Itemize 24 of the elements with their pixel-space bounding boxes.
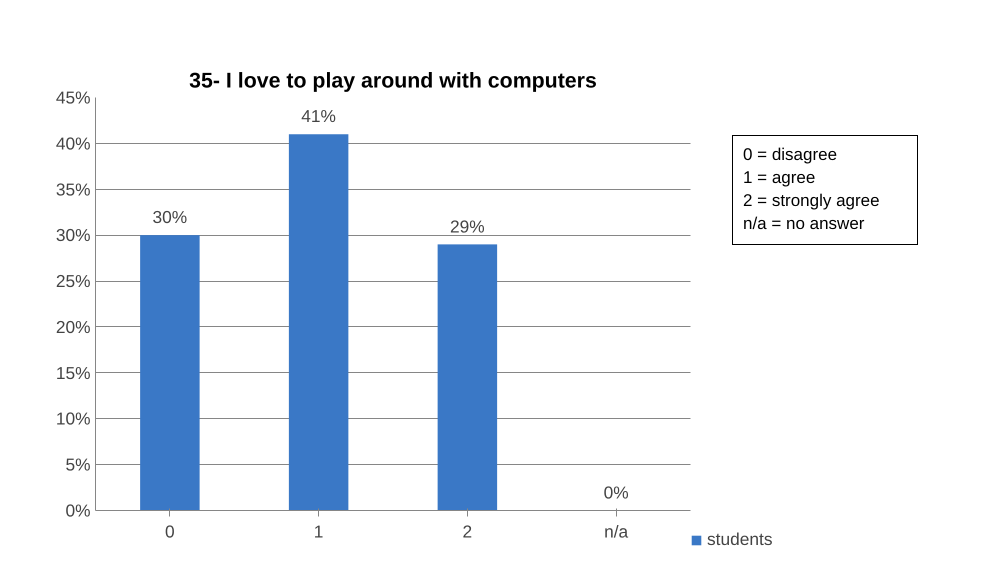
- y-tick-label: 35%: [56, 179, 91, 200]
- x-tick-label: 0: [165, 522, 175, 542]
- chart-title: 35- I love to play around with computers: [189, 68, 597, 92]
- legend-label: students: [707, 529, 773, 550]
- x-tick-label: 2: [462, 522, 472, 542]
- data-label: 30%: [152, 207, 188, 228]
- bar: [140, 235, 200, 510]
- y-tick-label: 45%: [56, 88, 91, 108]
- y-tick-label: 10%: [56, 408, 91, 429]
- bar: [288, 134, 348, 510]
- y-tick-label: 5%: [65, 454, 90, 475]
- data-label: 29%: [450, 216, 485, 236]
- data-label: 41%: [301, 106, 336, 126]
- y-tick-label: 0%: [65, 500, 90, 520]
- y-tick-label: 20%: [56, 316, 91, 337]
- x-tick-label: 1: [314, 522, 324, 542]
- data-label: 0%: [604, 482, 629, 502]
- bar: [438, 244, 498, 510]
- y-tick-label: 30%: [56, 225, 91, 246]
- text: 0 = disagree 1 = agree 2 = strongly agree n/a = no answer: [743, 144, 880, 235]
- y-tick-label: 40%: [56, 133, 91, 154]
- x-tick-label: n/a: [604, 522, 629, 542]
- y-tick-label: 25%: [56, 271, 91, 292]
- y-tick-label: 15%: [56, 362, 91, 383]
